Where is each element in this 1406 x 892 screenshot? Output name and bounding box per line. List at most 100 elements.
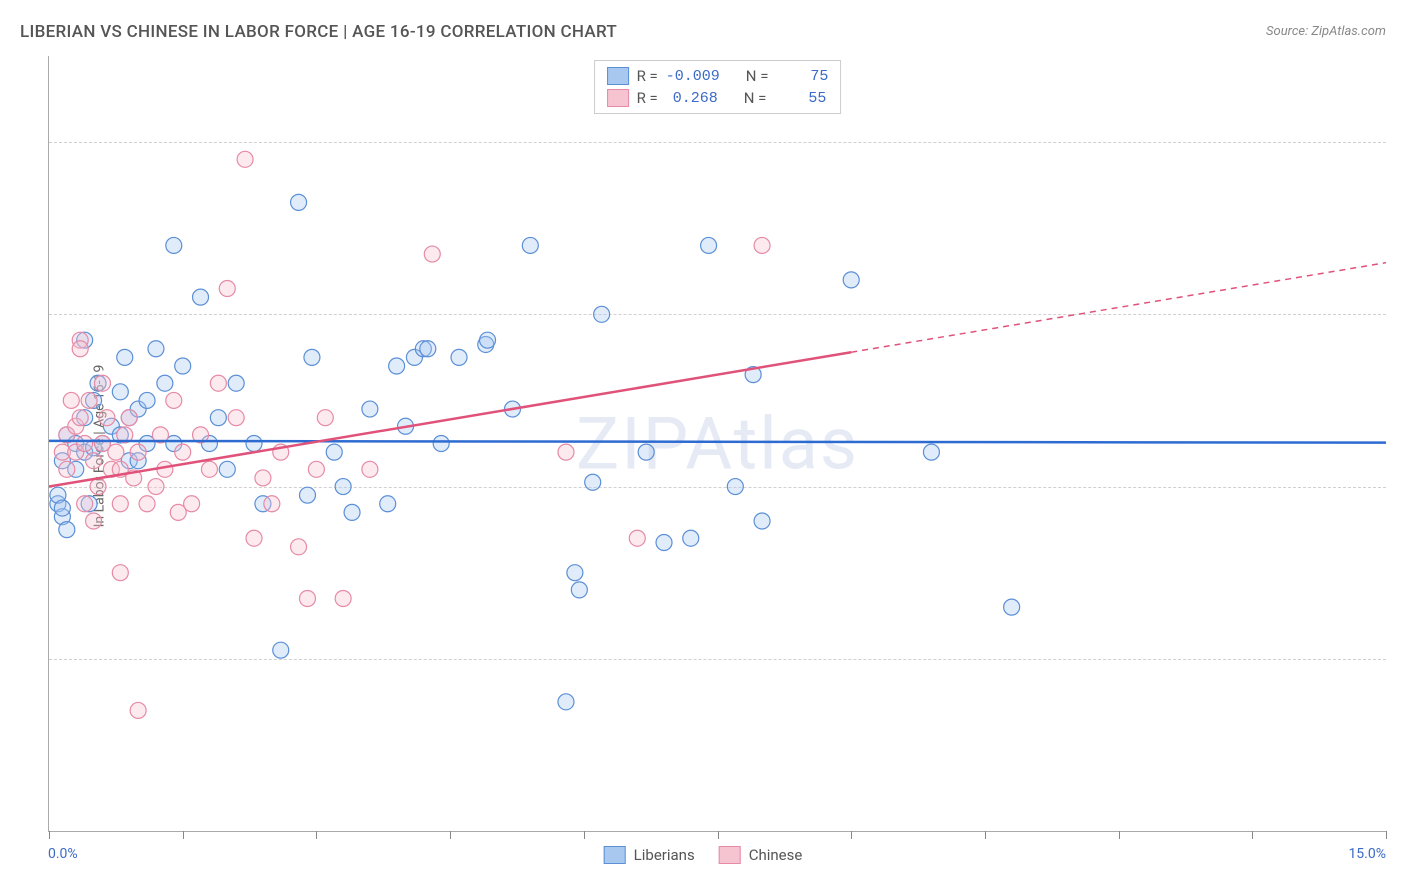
- data-point: [117, 349, 133, 365]
- trend-line: [49, 352, 851, 486]
- x-tick: [49, 831, 50, 839]
- r-value-chinese: 0.268: [666, 90, 718, 107]
- data-point: [362, 461, 378, 477]
- source-attribution: Source: ZipAtlas.com: [1266, 24, 1386, 39]
- data-point: [317, 410, 333, 426]
- data-point: [59, 522, 75, 538]
- data-point: [166, 237, 182, 253]
- data-point: [264, 496, 280, 512]
- data-point: [480, 332, 496, 348]
- legend-correlation: R = -0.009 N = 75 R = 0.268 N = 55: [594, 60, 842, 114]
- legend-label-chinese: Chinese: [749, 846, 803, 864]
- data-point: [86, 513, 102, 529]
- data-point: [1004, 599, 1020, 615]
- data-point: [63, 392, 79, 408]
- swatch-liberians: [607, 67, 629, 85]
- x-tick: [450, 831, 451, 839]
- data-point: [451, 349, 467, 365]
- data-point: [246, 530, 262, 546]
- data-point: [112, 496, 128, 512]
- data-point: [291, 194, 307, 210]
- trend-line-extrapolated: [851, 263, 1386, 353]
- data-point: [344, 504, 360, 520]
- legend-row-liberians: R = -0.009 N = 75: [607, 65, 829, 87]
- data-point: [219, 461, 235, 477]
- legend-row-chinese: R = 0.268 N = 55: [607, 87, 829, 109]
- data-point: [362, 401, 378, 417]
- data-point: [175, 444, 191, 460]
- data-point: [255, 470, 271, 486]
- legend-item-liberians: Liberians: [604, 846, 695, 864]
- legend-series: Liberians Chinese: [604, 846, 803, 864]
- legend-item-chinese: Chinese: [719, 846, 803, 864]
- data-point: [139, 496, 155, 512]
- data-point: [638, 444, 654, 460]
- data-point: [112, 565, 128, 581]
- data-point: [201, 461, 217, 477]
- trend-line: [49, 441, 1386, 443]
- data-point: [273, 642, 289, 658]
- data-point: [683, 530, 699, 546]
- data-point: [754, 513, 770, 529]
- data-point: [130, 702, 146, 718]
- x-tick: [183, 831, 184, 839]
- data-point: [130, 444, 146, 460]
- data-point: [380, 496, 396, 512]
- plot-area: ZIPAtlas R = -0.009 N = 75 R = 0.268 N =…: [48, 56, 1386, 832]
- x-axis-min-label: 0.0%: [48, 846, 78, 862]
- data-point: [335, 479, 351, 495]
- data-point: [81, 392, 97, 408]
- data-point: [420, 341, 436, 357]
- data-point: [99, 410, 115, 426]
- x-tick: [718, 831, 719, 839]
- data-point: [237, 151, 253, 167]
- data-point: [148, 341, 164, 357]
- swatch-chinese: [607, 89, 629, 107]
- x-tick: [985, 831, 986, 839]
- data-point: [210, 375, 226, 391]
- r-value-liberians: -0.009: [666, 68, 720, 85]
- data-point: [157, 375, 173, 391]
- data-point: [522, 237, 538, 253]
- data-point: [94, 375, 110, 391]
- data-point: [754, 237, 770, 253]
- data-point: [389, 358, 405, 374]
- data-point: [72, 410, 88, 426]
- data-point: [843, 272, 859, 288]
- x-tick: [851, 831, 852, 839]
- data-point: [54, 500, 70, 516]
- data-point: [326, 444, 342, 460]
- n-label: N =: [744, 89, 767, 107]
- data-point: [585, 474, 601, 490]
- x-axis-max-label: 15.0%: [1348, 846, 1386, 862]
- data-point: [594, 306, 610, 322]
- data-point: [923, 444, 939, 460]
- r-label: R =: [637, 67, 658, 85]
- data-point: [86, 453, 102, 469]
- x-tick: [316, 831, 317, 839]
- scatter-plot-svg: [49, 56, 1386, 831]
- data-point: [166, 392, 182, 408]
- data-point: [727, 479, 743, 495]
- swatch-chinese: [719, 846, 741, 864]
- data-point: [219, 281, 235, 297]
- data-point: [72, 341, 88, 357]
- data-point: [335, 591, 351, 607]
- x-tick: [1119, 831, 1120, 839]
- r-label: R =: [637, 89, 658, 107]
- data-point: [90, 479, 106, 495]
- data-point: [108, 444, 124, 460]
- data-point: [304, 349, 320, 365]
- data-point: [571, 582, 587, 598]
- n-value-liberians: 75: [776, 68, 828, 85]
- x-tick: [584, 831, 585, 839]
- data-point: [175, 358, 191, 374]
- chart-container: LIBERIAN VS CHINESE IN LABOR FORCE | AGE…: [0, 0, 1406, 892]
- n-label: N =: [746, 67, 769, 85]
- data-point: [656, 535, 672, 551]
- data-point: [558, 694, 574, 710]
- data-point: [567, 565, 583, 581]
- data-point: [228, 375, 244, 391]
- data-point: [299, 591, 315, 607]
- data-point: [139, 392, 155, 408]
